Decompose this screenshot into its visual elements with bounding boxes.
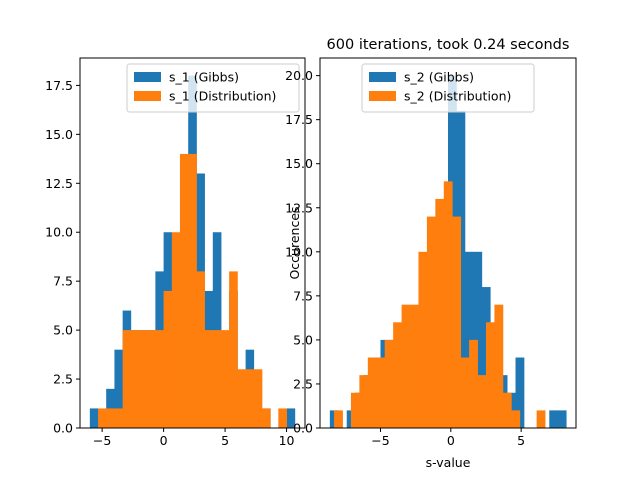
- x-tick-label: 5: [221, 433, 229, 448]
- bar-gibbs-26: [549, 410, 559, 428]
- legend-swatch-distribution: [134, 91, 161, 101]
- y-axis-label: Occurences: [287, 206, 302, 279]
- bar-distribution-24: [536, 410, 546, 428]
- legend-swatch-distribution: [369, 91, 396, 101]
- x-axis-label: s-value: [426, 455, 471, 470]
- bar-gibbs-15: [212, 232, 222, 428]
- bar-distribution-9: [410, 304, 419, 428]
- bar-distribution-3: [122, 330, 132, 428]
- bar-distribution-7: [155, 330, 165, 428]
- y-tick-label: 5.0: [53, 323, 73, 338]
- legend-swatch-gibbs: [369, 72, 396, 82]
- bar-distribution-12: [435, 198, 445, 428]
- bar-distribution-9: [171, 232, 181, 428]
- legend-label-gibbs: s_1 (Gibbs): [169, 70, 239, 85]
- y-tick-label: 15.0: [285, 156, 313, 171]
- bar-distribution-16: [229, 271, 238, 428]
- bars-group: [329, 75, 567, 428]
- bar-distribution-2: [114, 408, 124, 428]
- legend-label-distribution: s_1 (Distribution): [169, 89, 276, 104]
- bar-distribution-18: [245, 369, 255, 428]
- legend: s_2 (Gibbs) s_2 (Distribution): [361, 63, 535, 113]
- bar-distribution-16: [469, 339, 478, 428]
- bar-distribution-3: [359, 375, 369, 428]
- x-tick-label: 0: [160, 433, 168, 448]
- bar-gibbs-0: [89, 408, 99, 428]
- y-tick-label: 0.0: [293, 421, 313, 436]
- y-tick-label: 7.5: [293, 288, 313, 303]
- bar-distribution-11: [426, 216, 436, 428]
- legend-label-distribution: s_2 (Distribution): [404, 89, 511, 104]
- bar-distribution-22: [278, 408, 287, 428]
- bar-distribution-12: [196, 271, 205, 428]
- bar-distribution-19: [253, 369, 263, 428]
- plot-frame: [79, 57, 306, 429]
- legend: s_1 (Gibbs) s_1 (Distribution): [126, 63, 300, 113]
- bar-distribution-13: [204, 330, 214, 428]
- y-tick-label: 2.5: [293, 376, 313, 391]
- bar-distribution-6: [147, 330, 156, 428]
- bar-distribution-15: [460, 357, 470, 428]
- bar-gibbs-22: [515, 357, 525, 428]
- bar-distribution-6: [384, 339, 394, 428]
- bar-distribution-20: [261, 408, 271, 428]
- bar-distribution-4: [367, 357, 377, 428]
- bar-distribution-2: [350, 392, 360, 428]
- y-tick-label: 5.0: [293, 332, 313, 347]
- bar-distribution-0: [334, 410, 343, 428]
- x-tick-label: 5: [517, 433, 525, 448]
- y-tick-label: 0.0: [53, 421, 73, 436]
- bar-distribution-1: [106, 408, 115, 428]
- histogram-s1: −5 0 5 10 0.0 2.5 5.0 7.5 10.0 12.5 15.0 17.5 s_1 (G…: [45, 57, 306, 448]
- legend-frame: [126, 63, 300, 113]
- bar-distribution-0: [98, 408, 107, 428]
- bar-distribution-15: [221, 330, 230, 428]
- bar-gibbs-24: [286, 408, 296, 428]
- bar-distribution-21: [511, 410, 521, 428]
- x-tick-label: 0: [447, 433, 455, 448]
- bar-distribution-7: [393, 322, 402, 428]
- y-tick-label: 10.0: [285, 244, 313, 259]
- bar-distribution-13: [443, 181, 453, 428]
- bar-distribution-11: [188, 153, 197, 428]
- bar-distribution-4: [130, 330, 140, 428]
- bar-distribution-5: [139, 330, 148, 428]
- x-tick-label: −5: [93, 433, 111, 448]
- y-tick-label: 20.0: [285, 68, 313, 83]
- bar-distribution-19: [494, 304, 504, 428]
- y-tick-label: 15.0: [45, 127, 73, 142]
- bar-gibbs-3: [114, 349, 124, 428]
- bar-distribution-14: [212, 330, 222, 428]
- legend-label-gibbs: s_2 (Gibbs): [404, 70, 474, 85]
- y-tick-label: 10.0: [45, 225, 73, 240]
- plot-frame: [319, 57, 577, 429]
- legend-swatch-gibbs: [134, 72, 161, 82]
- bar-distribution-14: [452, 216, 462, 428]
- y-tick-label: 17.5: [285, 112, 313, 127]
- bar-distribution-20: [502, 392, 512, 428]
- y-tick-label: 7.5: [53, 274, 73, 289]
- bar-distribution-17: [477, 375, 487, 428]
- x-tick-label: −5: [371, 433, 389, 448]
- bar-distribution-8: [163, 290, 173, 428]
- y-tick-label: 17.5: [45, 78, 73, 93]
- chart-title: 600 iterations, took 0.24 seconds: [327, 37, 570, 53]
- y-tick-label: 12.5: [285, 200, 313, 215]
- bar-gibbs-27: [557, 410, 567, 428]
- bar-distribution-8: [401, 304, 411, 428]
- bar-distribution-18: [485, 322, 495, 428]
- bar-distribution-5: [376, 357, 386, 428]
- histogram-s2: −5 0 5 0.0 2.5 5.0 7.5 10.0 12.5 15.0 17.5 20.0 600 …: [285, 37, 577, 470]
- bars-group: [89, 75, 296, 428]
- legend-frame: [361, 63, 535, 113]
- y-tick-label: 12.5: [45, 176, 73, 191]
- y-tick-label: 2.5: [53, 372, 73, 387]
- bar-distribution-10: [179, 153, 189, 428]
- bar-distribution-17: [237, 369, 247, 428]
- x-tick-label: 10: [279, 433, 295, 448]
- bar-distribution-10: [418, 251, 428, 428]
